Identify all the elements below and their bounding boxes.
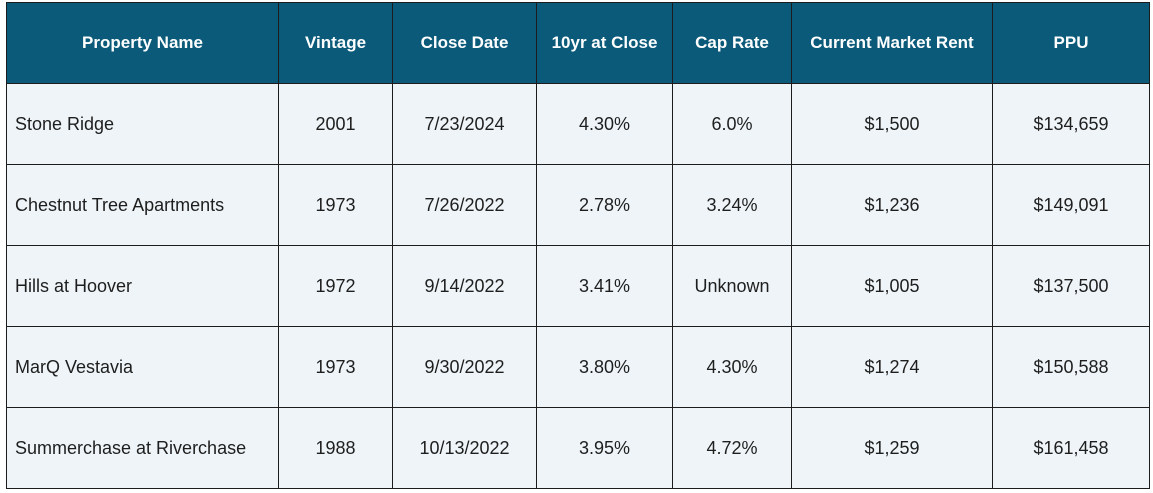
- header-row: Property Name Vintage Close Date 10yr at…: [6, 2, 1150, 84]
- cell-close-date: 7/26/2022: [392, 164, 537, 246]
- cell-cap-rate: Unknown: [672, 245, 792, 327]
- cell-10yr-at-close: 3.41%: [536, 245, 673, 327]
- cell-property-name: Summerchase at Riverchase: [6, 407, 279, 489]
- cell-10yr-at-close: 4.30%: [536, 83, 673, 165]
- header-property-name: Property Name: [6, 2, 279, 84]
- cell-property-name: MarQ Vestavia: [6, 326, 279, 408]
- cell-ppu: $150,588: [992, 326, 1150, 408]
- table-row: Stone Ridge 2001 7/23/2024 4.30% 6.0% $1…: [6, 83, 1150, 165]
- cell-vintage: 2001: [278, 83, 393, 165]
- header-10yr-at-close: 10yr at Close: [536, 2, 673, 84]
- cell-current-market-rent: $1,005: [791, 245, 993, 327]
- cell-property-name: Hills at Hoover: [6, 245, 279, 327]
- table-row: Summerchase at Riverchase 1988 10/13/202…: [6, 407, 1150, 489]
- cell-close-date: 9/14/2022: [392, 245, 537, 327]
- cell-close-date: 7/23/2024: [392, 83, 537, 165]
- cell-current-market-rent: $1,274: [791, 326, 993, 408]
- cell-cap-rate: 4.30%: [672, 326, 792, 408]
- cell-vintage: 1973: [278, 164, 393, 246]
- table-row: MarQ Vestavia 1973 9/30/2022 3.80% 4.30%…: [6, 326, 1150, 408]
- sales-comps-table: Property Name Vintage Close Date 10yr at…: [6, 2, 1150, 489]
- table-header: Property Name Vintage Close Date 10yr at…: [6, 2, 1150, 84]
- cell-vintage: 1988: [278, 407, 393, 489]
- header-current-market-rent: Current Market Rent: [791, 2, 993, 84]
- cell-current-market-rent: $1,259: [791, 407, 993, 489]
- cell-close-date: 9/30/2022: [392, 326, 537, 408]
- cell-10yr-at-close: 3.80%: [536, 326, 673, 408]
- table-body: Stone Ridge 2001 7/23/2024 4.30% 6.0% $1…: [6, 83, 1150, 489]
- cell-10yr-at-close: 3.95%: [536, 407, 673, 489]
- table-row: Chestnut Tree Apartments 1973 7/26/2022 …: [6, 164, 1150, 246]
- header-close-date: Close Date: [392, 2, 537, 84]
- cell-property-name: Chestnut Tree Apartments: [6, 164, 279, 246]
- header-vintage: Vintage: [278, 2, 393, 84]
- cell-ppu: $161,458: [992, 407, 1150, 489]
- cell-close-date: 10/13/2022: [392, 407, 537, 489]
- cell-vintage: 1972: [278, 245, 393, 327]
- table-row: Hills at Hoover 1972 9/14/2022 3.41% Unk…: [6, 245, 1150, 327]
- cell-cap-rate: 3.24%: [672, 164, 792, 246]
- cell-ppu: $137,500: [992, 245, 1150, 327]
- cell-10yr-at-close: 2.78%: [536, 164, 673, 246]
- header-ppu: PPU: [992, 2, 1150, 84]
- cell-cap-rate: 4.72%: [672, 407, 792, 489]
- cell-property-name: Stone Ridge: [6, 83, 279, 165]
- cell-cap-rate: 6.0%: [672, 83, 792, 165]
- cell-ppu: $149,091: [992, 164, 1150, 246]
- cell-current-market-rent: $1,500: [791, 83, 993, 165]
- cell-ppu: $134,659: [992, 83, 1150, 165]
- cell-current-market-rent: $1,236: [791, 164, 993, 246]
- header-cap-rate: Cap Rate: [672, 2, 792, 84]
- cell-vintage: 1973: [278, 326, 393, 408]
